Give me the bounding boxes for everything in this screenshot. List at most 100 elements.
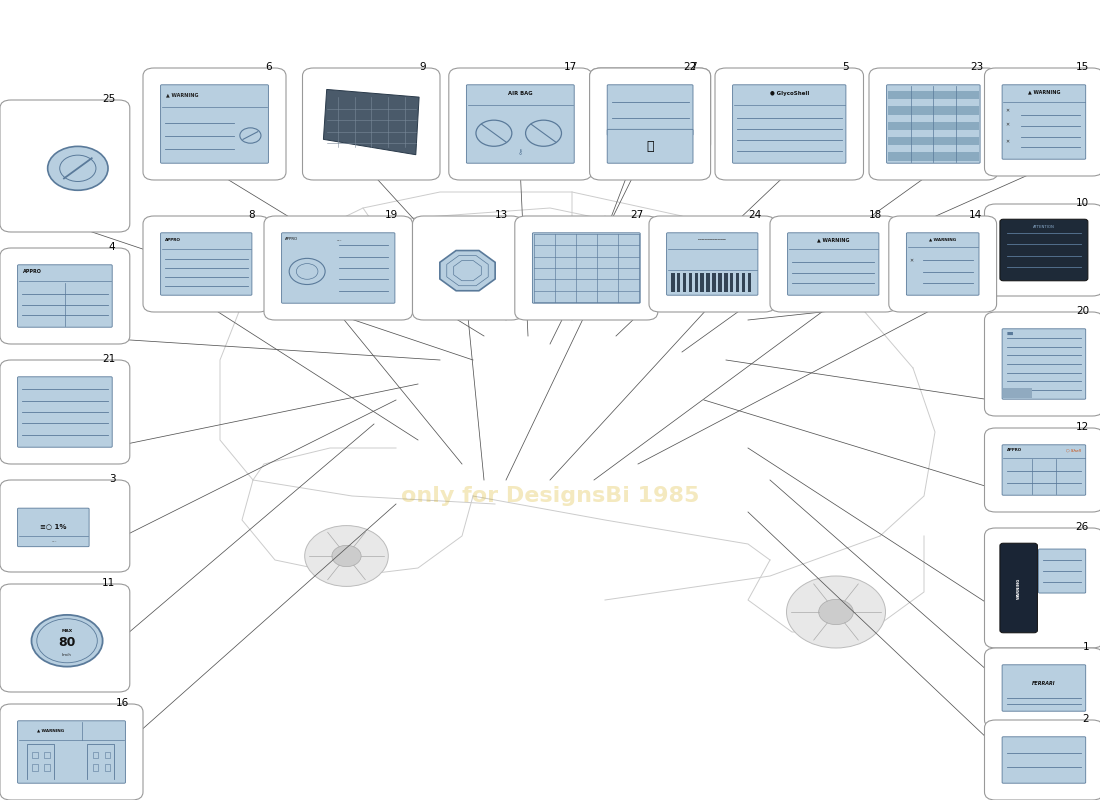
- Text: 2: 2: [1082, 714, 1089, 724]
- FancyBboxPatch shape: [715, 68, 864, 180]
- FancyBboxPatch shape: [713, 273, 716, 292]
- Text: 6: 6: [265, 62, 272, 72]
- FancyBboxPatch shape: [590, 68, 711, 152]
- FancyBboxPatch shape: [18, 377, 112, 447]
- Text: ATTENTION: ATTENTION: [1033, 226, 1055, 230]
- FancyBboxPatch shape: [984, 204, 1100, 296]
- Circle shape: [332, 546, 361, 566]
- FancyBboxPatch shape: [412, 216, 522, 320]
- Text: ✕: ✕: [1005, 107, 1010, 112]
- FancyBboxPatch shape: [741, 273, 746, 292]
- FancyBboxPatch shape: [984, 528, 1100, 648]
- Text: 4: 4: [109, 242, 116, 252]
- FancyBboxPatch shape: [888, 137, 979, 146]
- FancyBboxPatch shape: [649, 216, 776, 312]
- Text: ● GlycoShell: ● GlycoShell: [770, 91, 808, 96]
- FancyBboxPatch shape: [1000, 219, 1088, 281]
- FancyBboxPatch shape: [906, 233, 979, 295]
- FancyBboxPatch shape: [667, 233, 758, 295]
- FancyBboxPatch shape: [1000, 543, 1037, 633]
- Text: 1: 1: [1082, 642, 1089, 652]
- Text: ▲ WARNING: ▲ WARNING: [930, 238, 956, 242]
- FancyBboxPatch shape: [0, 360, 130, 464]
- Circle shape: [32, 615, 102, 666]
- Text: ⚷: ⚷: [518, 148, 522, 154]
- FancyBboxPatch shape: [1002, 665, 1086, 711]
- Text: 14: 14: [969, 210, 982, 220]
- Text: ___: ___: [51, 538, 56, 542]
- Text: 26: 26: [1076, 522, 1089, 532]
- Text: ✕: ✕: [910, 257, 914, 262]
- FancyBboxPatch shape: [733, 85, 846, 163]
- FancyBboxPatch shape: [788, 233, 879, 295]
- FancyBboxPatch shape: [1003, 388, 1032, 398]
- FancyBboxPatch shape: [671, 273, 674, 292]
- Text: 11: 11: [102, 578, 116, 588]
- FancyBboxPatch shape: [18, 721, 125, 783]
- FancyBboxPatch shape: [607, 85, 693, 135]
- FancyBboxPatch shape: [770, 216, 896, 312]
- Circle shape: [47, 146, 108, 190]
- FancyBboxPatch shape: [449, 68, 592, 180]
- Text: 5: 5: [843, 62, 849, 72]
- FancyBboxPatch shape: [1002, 329, 1086, 399]
- FancyBboxPatch shape: [515, 216, 658, 320]
- Text: ▲ WARNING: ▲ WARNING: [166, 92, 199, 98]
- FancyBboxPatch shape: [694, 273, 698, 292]
- Text: 10: 10: [1076, 198, 1089, 208]
- Text: FERRARI: FERRARI: [1032, 681, 1056, 686]
- FancyBboxPatch shape: [590, 68, 711, 180]
- Circle shape: [786, 576, 886, 648]
- Text: 12: 12: [1076, 422, 1089, 432]
- FancyBboxPatch shape: [1002, 85, 1086, 159]
- FancyBboxPatch shape: [264, 216, 412, 320]
- FancyBboxPatch shape: [706, 273, 710, 292]
- Text: ▲ WARNING: ▲ WARNING: [1027, 90, 1060, 94]
- FancyBboxPatch shape: [887, 85, 980, 163]
- FancyBboxPatch shape: [730, 273, 734, 292]
- Text: 27: 27: [630, 210, 644, 220]
- Text: ✕: ✕: [1005, 122, 1010, 126]
- FancyBboxPatch shape: [0, 100, 130, 232]
- Text: ─────────────────: ─────────────────: [698, 238, 726, 242]
- Text: 80: 80: [58, 635, 76, 649]
- Text: 8: 8: [249, 210, 255, 220]
- Text: 9: 9: [419, 62, 426, 72]
- Text: 13: 13: [495, 210, 508, 220]
- Text: APPRO: APPRO: [1006, 449, 1022, 453]
- FancyBboxPatch shape: [18, 265, 112, 327]
- Circle shape: [818, 599, 854, 625]
- Text: 18: 18: [869, 210, 882, 220]
- Text: MAX: MAX: [62, 629, 73, 633]
- FancyBboxPatch shape: [889, 216, 997, 312]
- Text: ✕: ✕: [1005, 138, 1010, 143]
- FancyBboxPatch shape: [161, 233, 252, 295]
- Text: 7: 7: [690, 62, 696, 72]
- Text: ⛽: ⛽: [647, 140, 653, 153]
- FancyBboxPatch shape: [0, 584, 130, 692]
- Text: only for DesignsBi 1985: only for DesignsBi 1985: [400, 486, 700, 506]
- FancyBboxPatch shape: [888, 122, 979, 130]
- FancyBboxPatch shape: [1038, 549, 1086, 593]
- FancyBboxPatch shape: [888, 91, 979, 99]
- FancyBboxPatch shape: [689, 273, 692, 292]
- Text: 19: 19: [385, 210, 398, 220]
- Polygon shape: [323, 90, 419, 154]
- FancyBboxPatch shape: [984, 428, 1100, 512]
- Circle shape: [305, 526, 388, 586]
- FancyBboxPatch shape: [607, 130, 693, 163]
- Text: 3: 3: [109, 474, 116, 484]
- FancyBboxPatch shape: [984, 312, 1100, 416]
- Text: 15: 15: [1076, 62, 1089, 72]
- FancyBboxPatch shape: [683, 273, 686, 292]
- Text: 16: 16: [116, 698, 129, 708]
- Polygon shape: [440, 250, 495, 290]
- Text: ⬡ Shell: ⬡ Shell: [1066, 449, 1081, 453]
- FancyBboxPatch shape: [984, 720, 1100, 800]
- Text: km/h: km/h: [62, 653, 72, 657]
- Text: 21: 21: [102, 354, 116, 364]
- FancyBboxPatch shape: [869, 68, 998, 180]
- FancyBboxPatch shape: [18, 508, 89, 546]
- FancyBboxPatch shape: [1002, 445, 1086, 495]
- Text: 23: 23: [970, 62, 983, 72]
